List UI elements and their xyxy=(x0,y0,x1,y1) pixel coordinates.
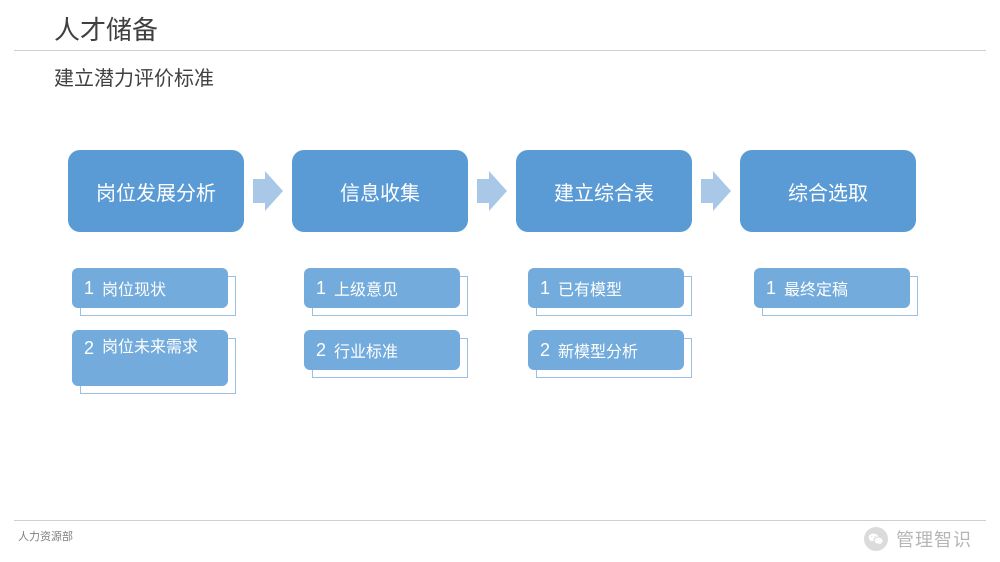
flow-step: 岗位发展分析 xyxy=(68,150,244,232)
sub-item: 2 岗位未来需求 xyxy=(72,330,236,394)
column: 1 最终定稿 xyxy=(754,268,918,316)
flow-step-label: 建立综合表 xyxy=(554,177,654,206)
sub-number: 1 xyxy=(316,278,326,299)
sub-number: 2 xyxy=(540,340,550,361)
sub-box: 2 新模型分析 xyxy=(528,330,684,370)
divider-bottom xyxy=(14,520,986,521)
sub-box: 2 岗位未来需求 xyxy=(72,330,228,386)
sub-label: 岗位现状 xyxy=(102,276,166,300)
watermark-text: 管理智识 xyxy=(896,526,972,552)
sub-number: 1 xyxy=(540,278,550,299)
sub-label: 已有模型 xyxy=(558,276,622,300)
footer-text: 人力资源部 xyxy=(18,528,73,544)
flow-row: 岗位发展分析 信息收集 建立综合表 综合选取 xyxy=(68,150,916,232)
sub-box: 1 已有模型 xyxy=(528,268,684,308)
column: 1 上级意见 2 行业标准 xyxy=(304,268,468,378)
sub-label: 最终定稿 xyxy=(784,276,848,300)
sub-item: 1 最终定稿 xyxy=(754,268,918,316)
sub-box: 2 行业标准 xyxy=(304,330,460,370)
wechat-icon xyxy=(864,527,888,551)
sub-box: 1 岗位现状 xyxy=(72,268,228,308)
flow-step-label: 综合选取 xyxy=(788,177,868,206)
arrow-icon xyxy=(692,171,740,211)
sub-box: 1 上级意见 xyxy=(304,268,460,308)
sub-label: 新模型分析 xyxy=(558,338,638,362)
divider-top xyxy=(14,50,986,51)
arrow-icon xyxy=(244,171,292,211)
watermark: 管理智识 xyxy=(864,526,972,552)
column: 1 岗位现状 2 岗位未来需求 xyxy=(72,268,236,394)
sub-number: 2 xyxy=(84,338,94,359)
sub-item: 2 新模型分析 xyxy=(528,330,692,378)
sub-item: 1 已有模型 xyxy=(528,268,692,316)
flow-step: 综合选取 xyxy=(740,150,916,232)
sub-item: 1 上级意见 xyxy=(304,268,468,316)
flow-step-label: 信息收集 xyxy=(340,177,420,206)
flow-step: 建立综合表 xyxy=(516,150,692,232)
page-title: 人才储备 xyxy=(54,10,158,47)
flow-step: 信息收集 xyxy=(292,150,468,232)
column: 1 已有模型 2 新模型分析 xyxy=(528,268,692,378)
flow-step-label: 岗位发展分析 xyxy=(96,177,216,206)
sub-number: 1 xyxy=(766,278,776,299)
page-subtitle: 建立潜力评价标准 xyxy=(54,62,214,91)
sub-item: 1 岗位现状 xyxy=(72,268,236,316)
sub-label: 岗位未来需求 xyxy=(102,338,218,358)
sub-box: 1 最终定稿 xyxy=(754,268,910,308)
sub-label: 上级意见 xyxy=(334,276,398,300)
sub-item: 2 行业标准 xyxy=(304,330,468,378)
sub-label: 行业标准 xyxy=(334,338,398,362)
sub-number: 2 xyxy=(316,340,326,361)
slide: 人才储备 建立潜力评价标准 岗位发展分析 信息收集 建立综合表 综合选取 1 岗位现状 2… xyxy=(0,0,1000,562)
sub-number: 1 xyxy=(84,278,94,299)
arrow-icon xyxy=(468,171,516,211)
